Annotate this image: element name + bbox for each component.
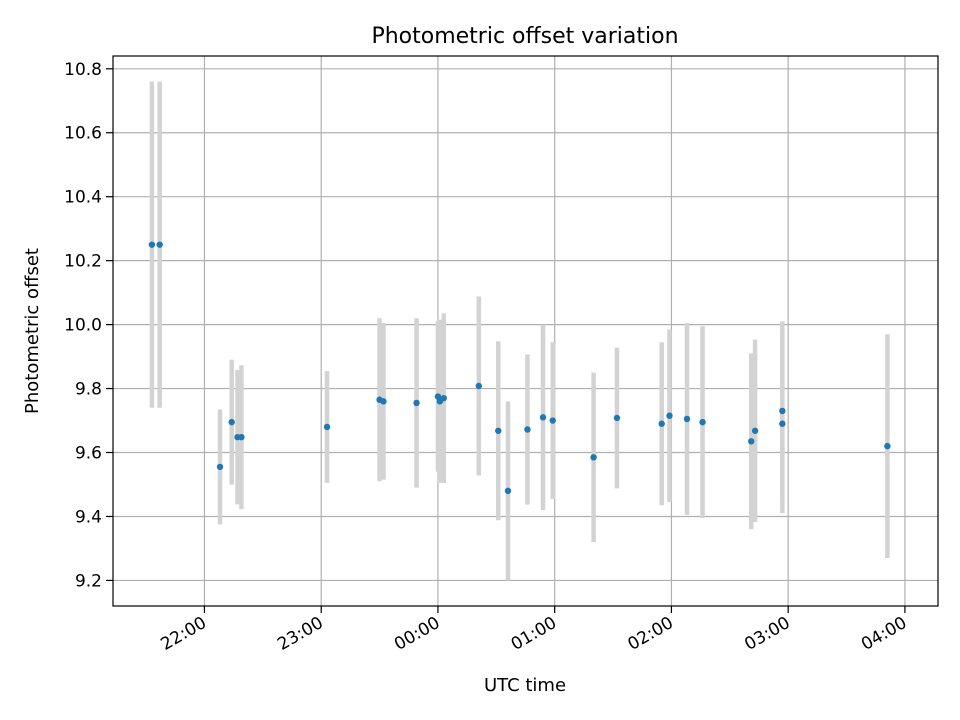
y-tick-label: 9.8 bbox=[75, 380, 102, 400]
y-axis-ticks: 9.2 9.4 9.6 9.8 10.0 10.2 10.4 10.6 10.8 bbox=[64, 60, 113, 591]
chart-title: Photometric offset variation bbox=[371, 24, 678, 49]
data-point bbox=[440, 394, 447, 402]
data-point bbox=[413, 399, 420, 407]
plot-frame bbox=[112, 55, 939, 607]
y-tick-label: 9.2 bbox=[75, 571, 102, 591]
y-tick-label: 10.4 bbox=[64, 188, 102, 208]
y-axis-label: Photometric offset bbox=[22, 248, 43, 414]
data-point bbox=[238, 433, 245, 441]
y-tick-label: 9.6 bbox=[75, 444, 102, 464]
data-point bbox=[156, 241, 163, 248]
data-point bbox=[748, 438, 755, 445]
data-point bbox=[228, 418, 235, 426]
y-tick-label: 9.4 bbox=[75, 507, 102, 527]
data-point bbox=[699, 418, 706, 426]
data-point bbox=[539, 414, 547, 421]
data-point bbox=[524, 426, 531, 433]
data-point bbox=[666, 412, 673, 419]
data-point bbox=[148, 241, 156, 248]
data-point bbox=[323, 423, 331, 431]
data-point bbox=[549, 417, 556, 424]
data-point bbox=[683, 415, 691, 423]
data-point bbox=[380, 398, 387, 405]
data-point bbox=[434, 393, 442, 400]
y-tick-label: 10.0 bbox=[64, 316, 102, 336]
data-point bbox=[779, 407, 786, 415]
data-point bbox=[475, 382, 483, 390]
y-tick-label: 10.6 bbox=[64, 124, 102, 144]
data-point bbox=[504, 487, 512, 495]
data-points bbox=[148, 241, 891, 495]
y-tick-label: 10.8 bbox=[64, 60, 102, 80]
data-point bbox=[495, 427, 502, 434]
data-point bbox=[613, 414, 621, 422]
data-point bbox=[216, 463, 224, 471]
y-tick-label: 10.2 bbox=[64, 252, 102, 272]
data-point bbox=[590, 454, 597, 461]
data-point bbox=[779, 420, 786, 427]
data-point bbox=[884, 442, 891, 450]
data-point bbox=[751, 427, 759, 434]
x-axis-label: UTC time bbox=[484, 675, 566, 696]
data-point bbox=[658, 420, 665, 427]
